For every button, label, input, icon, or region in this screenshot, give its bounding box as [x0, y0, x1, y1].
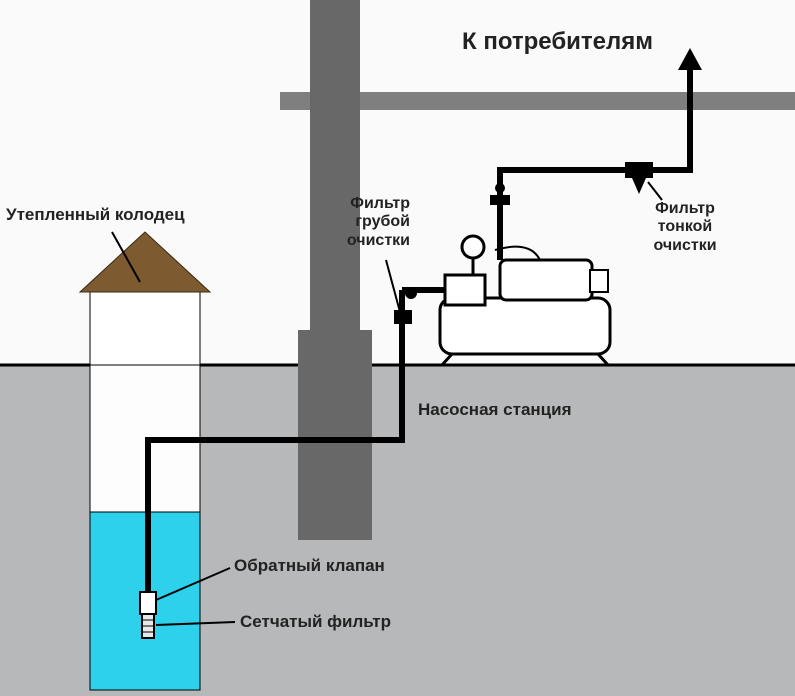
column-foundation	[298, 330, 372, 540]
leader-fine	[648, 182, 662, 200]
arrow-up-icon	[678, 48, 702, 70]
leader-coarse	[386, 260, 400, 312]
valve-handle-icon	[495, 183, 505, 193]
coarse-l1: Фильтр	[330, 195, 410, 213]
fine-l1: Фильтр	[640, 200, 730, 218]
intake-assembly	[140, 592, 156, 638]
pump-station	[440, 236, 610, 365]
label-mesh-filter: Сетчатый фильтр	[240, 612, 391, 632]
fine-filter-icon	[625, 162, 653, 194]
coarse-l3: очистки	[330, 232, 410, 250]
label-coarse-filter: Фильтр грубой очистки	[330, 195, 410, 250]
label-fine-filter: Фильтр тонкой очистки	[640, 200, 730, 255]
fine-l3: очистки	[640, 237, 730, 255]
label-pump-station: Насосная станция	[418, 400, 572, 420]
diagram-canvas	[0, 0, 795, 696]
well-roof	[80, 232, 210, 292]
coarse-filter-icon	[394, 310, 412, 324]
fine-l2: тонкой	[640, 218, 730, 236]
label-check-valve: Обратный клапан	[234, 556, 385, 576]
label-insulated-well: Утепленный колодец	[6, 205, 185, 225]
title-consumers: К потребителям	[462, 28, 653, 56]
coarse-l2: грубой	[330, 213, 410, 231]
well-housing	[90, 290, 200, 365]
valve-icon	[490, 195, 510, 205]
